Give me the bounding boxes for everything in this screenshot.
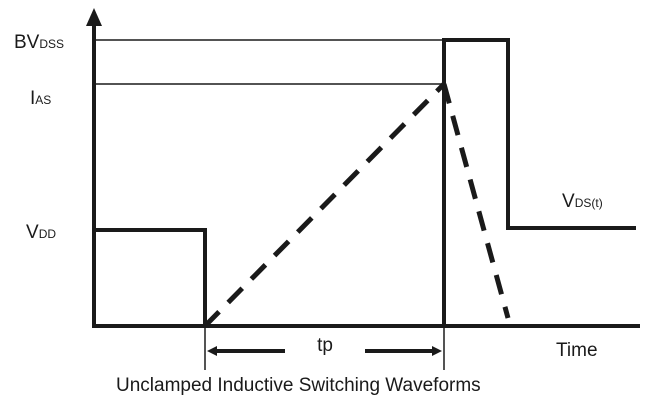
bvdss-label-main: BV: [14, 32, 40, 53]
vdd-label-main: V: [26, 222, 39, 243]
y-axis-arrowhead: [86, 8, 102, 26]
vds-trace-label: VDS(t): [562, 191, 603, 212]
vdd-label: VDD: [26, 222, 56, 243]
vds-waveform: [94, 38, 636, 328]
vdd-label-sub: DD: [39, 227, 57, 241]
x-axis-label: Time: [556, 340, 598, 361]
ias-label: IAS: [30, 88, 51, 109]
bvdss-label: BVDSS: [14, 32, 64, 53]
tp-label: tp: [317, 335, 333, 356]
ias-label-sub: AS: [35, 93, 51, 107]
current-ramp-down: [441, 83, 511, 319]
ias-label-main: I: [30, 88, 35, 109]
current-ramp-up: [203, 82, 446, 328]
vds-trace-label-main: V: [562, 191, 575, 212]
diagram-caption: Unclamped Inductive Switching Waveforms: [116, 375, 481, 396]
bvdss-label-sub: DSS: [39, 37, 64, 51]
vds-trace-label-sub: DS(t): [575, 196, 603, 210]
